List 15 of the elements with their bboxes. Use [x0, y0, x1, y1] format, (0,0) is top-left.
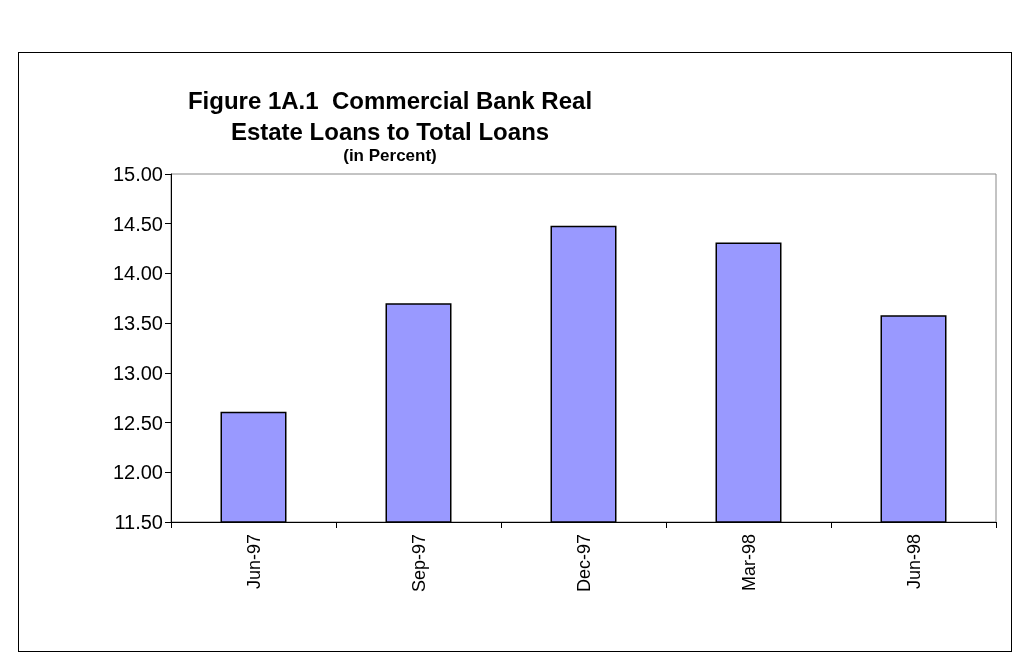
x-tick-label: Jun-98 — [903, 534, 924, 590]
y-tick-label: 13.50 — [112, 312, 163, 335]
x-tick-label: Dec-97 — [573, 534, 594, 593]
y-tick-label: 11.50 — [114, 511, 163, 533]
x-tick-label: Mar-98 — [738, 534, 759, 592]
chart-title: Figure 1A.1 Commercial Bank Real Estate Loans to Total Loans — [187, 87, 593, 145]
x-tick-label: Sep-97 — [408, 534, 429, 593]
y-tick-label: 14.50 — [112, 212, 163, 235]
y-tick-label: 13.00 — [112, 361, 163, 384]
y-tick-label: 14.00 — [112, 262, 163, 285]
chart-subtitle: (in Percent) — [343, 146, 437, 165]
y-tick-label: 12.50 — [112, 411, 163, 434]
x-tick-label: Jun-97 — [243, 534, 264, 590]
y-tick-label: 15.00 — [112, 163, 163, 185]
y-tick-label: 12.00 — [112, 461, 163, 484]
